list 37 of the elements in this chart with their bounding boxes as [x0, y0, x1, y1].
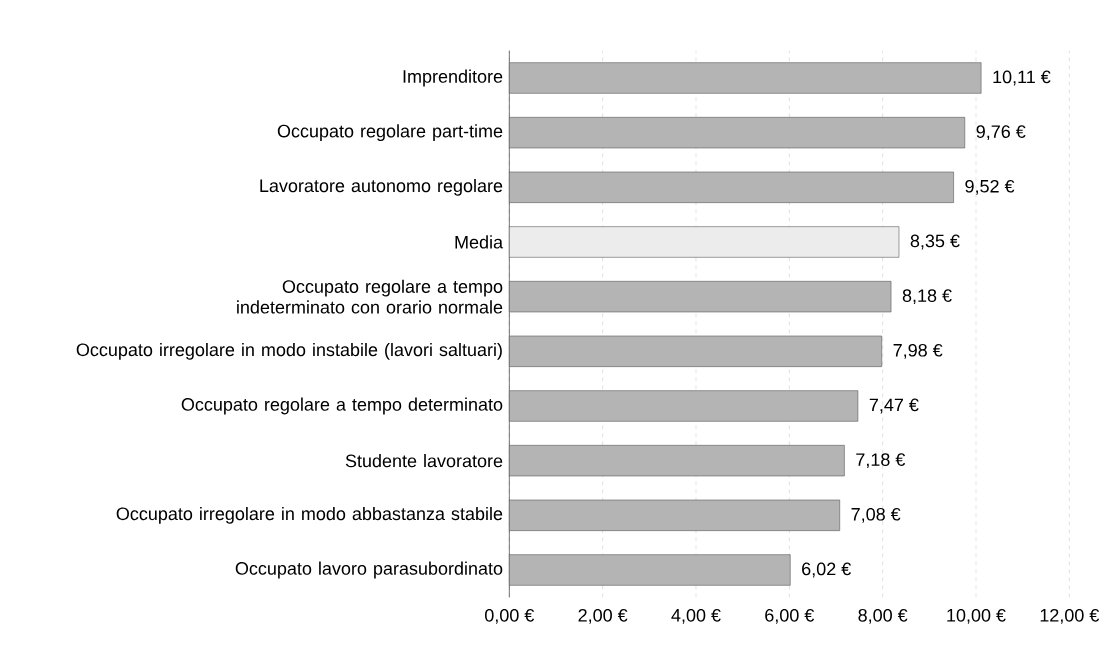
- x-tick-label: 10,00 €: [947, 608, 1006, 624]
- data-label: 7,47 €: [869, 398, 919, 414]
- data-label: 9,76 €: [976, 125, 1026, 141]
- data-label: 7,98 €: [893, 343, 943, 359]
- y-tick-label: Studente lavoratore: [345, 454, 503, 468]
- x-tick-label: 2,00 €: [578, 608, 628, 624]
- y-tick-label: Occupato lavoro parasubordinato: [235, 561, 503, 579]
- x-tick-label: 8,00 €: [858, 608, 908, 624]
- bar: [509, 117, 966, 149]
- data-label: 6,02 €: [802, 562, 851, 578]
- bar: [509, 499, 840, 531]
- data-label: 7,18 €: [856, 453, 906, 469]
- bar: [509, 390, 859, 422]
- y-tick-label: Imprenditore: [403, 69, 503, 87]
- y-tick-label: Occupato irregolare in modo instabile (lavori saltuari): [76, 342, 502, 360]
- bar: [509, 226, 900, 258]
- data-label: 10,11 €: [993, 70, 1051, 86]
- bar: [509, 445, 845, 477]
- x-tick-label: 6,00 €: [765, 608, 815, 624]
- bar: [509, 335, 882, 367]
- data-label: 7,08 €: [851, 507, 901, 523]
- x-tick-label: 4,00 €: [671, 608, 721, 624]
- y-tick-label: Lavoratore autonomo regolare: [260, 178, 503, 196]
- y-tick-label: Occupato regolare a tempo determinato: [181, 397, 503, 415]
- y-tick-label: Occupato regolare a tempo indeterminato con orario normale: [237, 279, 503, 314]
- data-label: 8,18 €: [902, 289, 952, 305]
- x-tick-label: 12,00 €: [1040, 608, 1100, 624]
- bar: [509, 62, 982, 94]
- y-tick-label: Occupato irregolare in modo abbastanza stabile: [116, 506, 503, 524]
- bar: [509, 554, 791, 586]
- y-tick-label: Media: [455, 235, 504, 249]
- y-tick-label: Occupato regolare part-time: [277, 124, 503, 142]
- bar: [509, 171, 954, 203]
- data-label: 9,52 €: [965, 179, 1015, 195]
- data-label: 8,35 €: [910, 234, 960, 250]
- bar: [509, 281, 892, 313]
- x-tick-label: 0,00 €: [485, 608, 535, 624]
